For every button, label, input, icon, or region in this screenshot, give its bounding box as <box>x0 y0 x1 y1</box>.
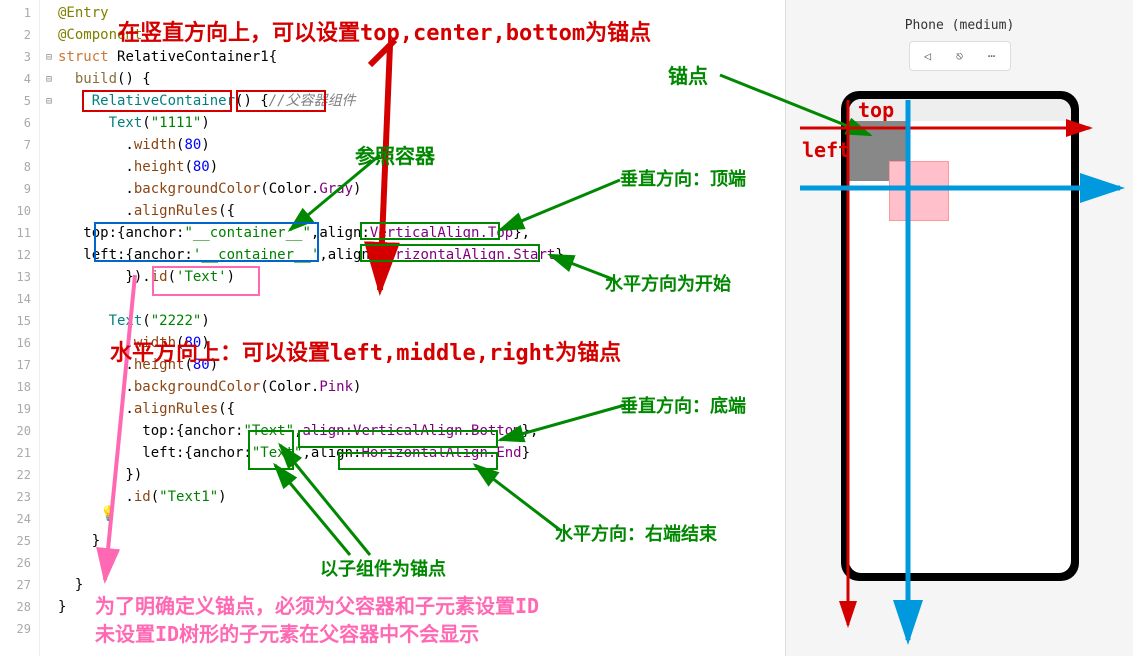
preview-panel: Phone (medium) ◁ ⎋ ⋯ <box>785 0 1133 656</box>
code-area[interactable]: @Entry @Component struct RelativeContain… <box>58 0 785 656</box>
phone-frame <box>841 91 1079 581</box>
line-number: 22 <box>0 464 39 486</box>
line-number: 29 <box>0 618 39 640</box>
phone-screen <box>849 99 1071 573</box>
line-number: 7 <box>0 134 39 156</box>
back-icon[interactable]: ◁ <box>914 46 942 66</box>
rotate-icon[interactable]: ⎋ <box>946 46 974 66</box>
line-number: 25 <box>0 530 39 552</box>
line-number: 20 <box>0 420 39 442</box>
line-number: 23 <box>0 486 39 508</box>
line-number: 3 <box>0 46 39 68</box>
more-icon[interactable]: ⋯ <box>978 46 1006 66</box>
line-number: 9 <box>0 178 39 200</box>
preview-toolbar: ◁ ⎋ ⋯ <box>909 41 1011 71</box>
phone-statusbar <box>849 99 1071 121</box>
fold-column: ⊟ ⊟ ⊟ <box>40 0 58 656</box>
line-number: 4 <box>0 68 39 90</box>
line-number: 1 <box>0 2 39 24</box>
pink-box <box>889 161 949 221</box>
line-number: 12 <box>0 244 39 266</box>
line-number: 6 <box>0 112 39 134</box>
line-number: 2 <box>0 24 39 46</box>
line-number: 24 <box>0 508 39 530</box>
line-number: 17 <box>0 354 39 376</box>
line-gutter: 1234567891011121314151617181920212223242… <box>0 0 40 656</box>
lightbulb-icon[interactable]: 💡 <box>100 506 117 522</box>
line-number: 18 <box>0 376 39 398</box>
code-text: @Entry <box>58 5 109 21</box>
ide-container: 1234567891011121314151617181920212223242… <box>0 0 1133 656</box>
line-number: 11 <box>0 222 39 244</box>
line-number: 21 <box>0 442 39 464</box>
preview-title: Phone (medium) <box>905 18 1015 33</box>
line-number: 5 <box>0 90 39 112</box>
line-number: 27 <box>0 574 39 596</box>
line-number: 28 <box>0 596 39 618</box>
line-number: 13 <box>0 266 39 288</box>
fold-icon[interactable]: ⊟ <box>40 90 58 112</box>
line-number: 19 <box>0 398 39 420</box>
line-number: 26 <box>0 552 39 574</box>
line-number: 8 <box>0 156 39 178</box>
code-text: @Component <box>58 27 142 43</box>
line-number: 15 <box>0 310 39 332</box>
fold-icon[interactable]: ⊟ <box>40 46 58 68</box>
line-number: 14 <box>0 288 39 310</box>
fold-icon[interactable]: ⊟ <box>40 68 58 90</box>
line-number: 10 <box>0 200 39 222</box>
line-number: 16 <box>0 332 39 354</box>
code-panel: 1234567891011121314151617181920212223242… <box>0 0 785 656</box>
